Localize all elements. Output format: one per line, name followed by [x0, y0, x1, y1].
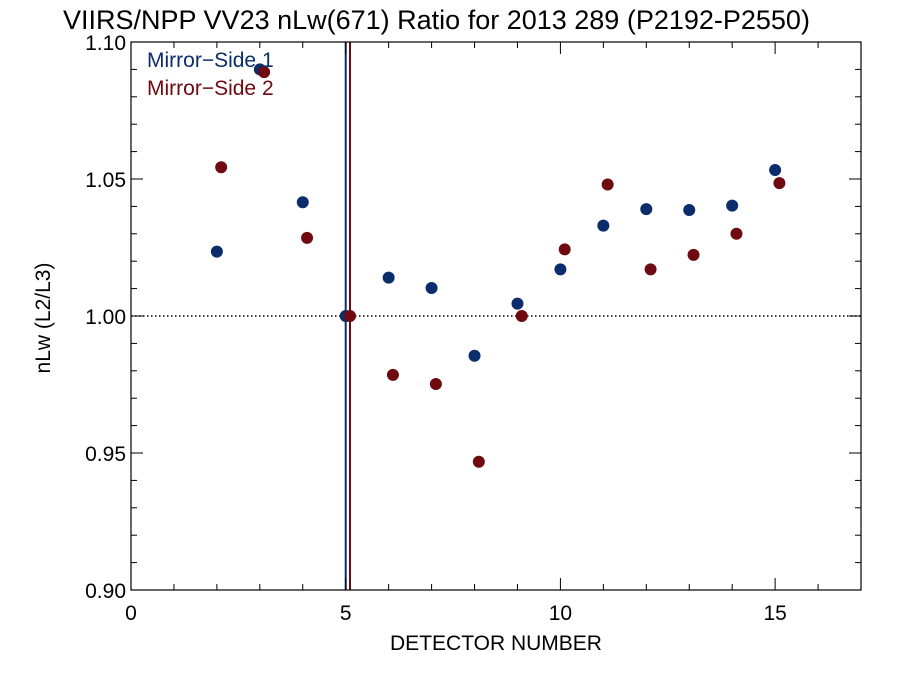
- data-point-series-2-5: [386, 368, 399, 381]
- data-point-series-2-11: [644, 263, 657, 276]
- x-axis-label: DETECTOR NUMBER: [390, 632, 602, 655]
- data-point-series-2-12: [687, 248, 700, 261]
- data-point-series-2-7: [472, 455, 485, 468]
- x-tick-label: 5: [340, 602, 352, 625]
- legend-entry-1: Mirror−Side 1: [147, 49, 274, 72]
- data-point-series-1-13: [726, 199, 739, 212]
- y-tick-label: 0.90: [85, 580, 126, 603]
- y-tick-label: 1.00: [85, 306, 126, 329]
- legend: Mirror−Side 1 Mirror−Side 2: [147, 49, 274, 100]
- x-tick-label: 0: [125, 602, 137, 625]
- data-point-series-1-1: [210, 245, 223, 258]
- data-point-series-1-9: [554, 263, 567, 276]
- data-point-series-2-6: [429, 377, 442, 390]
- data-point-series-1-12: [683, 203, 696, 216]
- data-point-series-2-8: [515, 310, 528, 322]
- data-point-series-2-14: [773, 177, 786, 190]
- data-point-series-2-9: [558, 243, 571, 256]
- y-axis-label: nLw (L2/L3): [32, 263, 55, 374]
- data-point-series-1-7: [468, 349, 481, 362]
- x-tick-label: 15: [763, 602, 786, 625]
- plot-area: [131, 42, 861, 590]
- legend-entry-2: Mirror−Side 2: [147, 77, 274, 100]
- y-tick-label: 1.10: [85, 32, 126, 55]
- data-point-series-1-3: [296, 196, 309, 209]
- data-point-series-1-6: [425, 282, 438, 295]
- data-point-series-2-13: [730, 227, 743, 240]
- data-point-series-2-10: [601, 178, 614, 191]
- data-point-series-1-11: [640, 203, 653, 216]
- data-point-series-1-10: [597, 219, 610, 232]
- data-point-series-1-14: [769, 163, 782, 176]
- x-tick-label: 10: [549, 602, 572, 625]
- y-tick-label: 1.05: [85, 169, 126, 192]
- data-point-series-1-5: [382, 271, 395, 284]
- axes: 0 5 10 15 0.90 0.95 1.00 1.05 1.10: [85, 32, 862, 625]
- data-point-series-2-1: [215, 161, 228, 174]
- y-tick-label: 0.95: [85, 443, 126, 466]
- data-point-series-2-2: [258, 66, 271, 79]
- data-point-series-2-4: [344, 310, 356, 322]
- chart-title: VIIRS/NPP VV23 nLw(671) Ratio for 2013 2…: [63, 5, 810, 35]
- data-point-series-2-3: [301, 231, 314, 244]
- data-point-series-1-8: [511, 297, 524, 310]
